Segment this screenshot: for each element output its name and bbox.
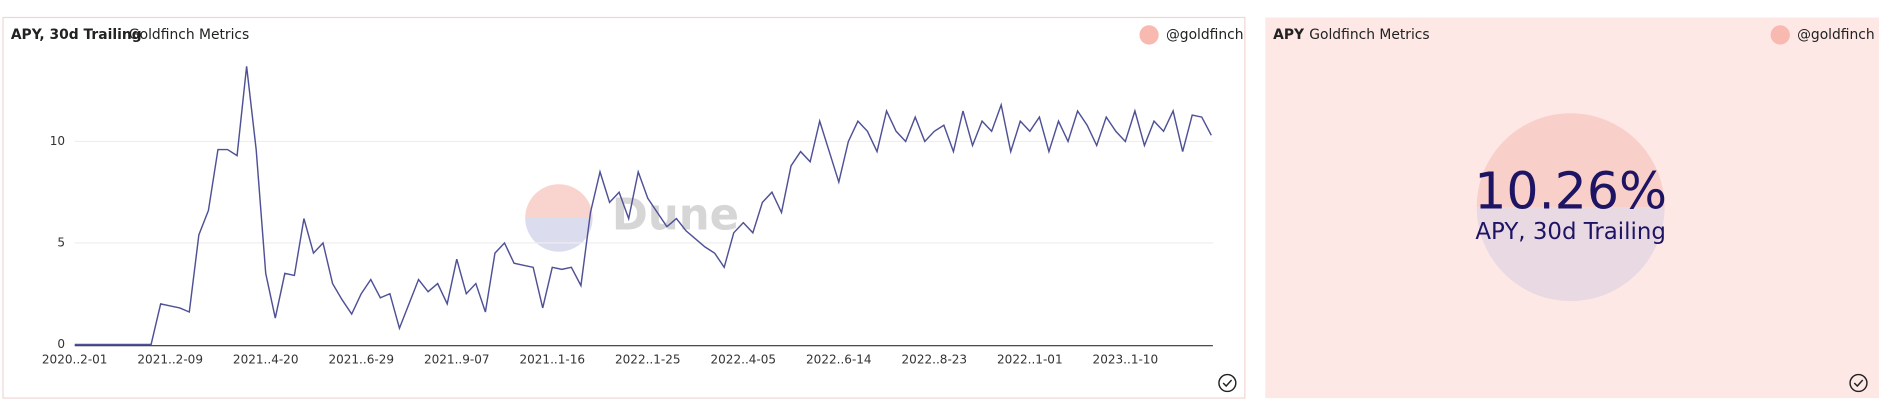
x-tick-label: 2021..9-07	[424, 353, 490, 367]
x-tick-label: 2020..2-01	[42, 353, 108, 367]
panel-subtitle: Goldfinch Metrics	[129, 27, 249, 43]
check-icon[interactable]	[1849, 373, 1868, 393]
author[interactable]: @goldfinch	[1797, 27, 1875, 43]
logo	[525, 184, 593, 252]
line-series	[74, 66, 1212, 346]
y-tick-label: 0	[57, 337, 65, 351]
y-tick-label: 5	[57, 235, 65, 249]
y-tick-label: 10	[50, 134, 65, 148]
x-tick-label: 2021..4-20	[233, 353, 299, 367]
panel	[2, 16, 1246, 399]
x-tick-label: 2023..1-10	[1093, 353, 1159, 367]
avatar	[1139, 25, 1159, 45]
x-tick-label: 2021..2-09	[137, 353, 203, 367]
watermark: Dune	[612, 191, 739, 241]
x-tick-label: 2022..4-05	[711, 353, 777, 367]
x-tick-label: 2022..1-01	[997, 353, 1063, 367]
counter-value: 10.26%	[1474, 162, 1667, 221]
author[interactable]: @goldfinch	[1166, 27, 1244, 43]
panel-title: APY	[1273, 27, 1305, 43]
check-icon[interactable]	[1218, 373, 1237, 393]
logo	[1476, 113, 1665, 302]
panel-subtitle: Goldfinch Metrics	[1309, 27, 1429, 43]
avatar	[1770, 25, 1790, 45]
x-tick-label: 2022..6-14	[806, 353, 872, 367]
x-tick-label: 2021..1-16	[519, 353, 585, 367]
x-tick-label: 2022..8-23	[902, 353, 968, 367]
x-tick-label: 2021..6-29	[328, 353, 394, 367]
counter-label: APY, 30d Trailing	[1475, 219, 1665, 245]
panel-title: APY, 30d Trailing	[11, 27, 142, 43]
x-tick-label: 2022..1-25	[615, 353, 681, 367]
